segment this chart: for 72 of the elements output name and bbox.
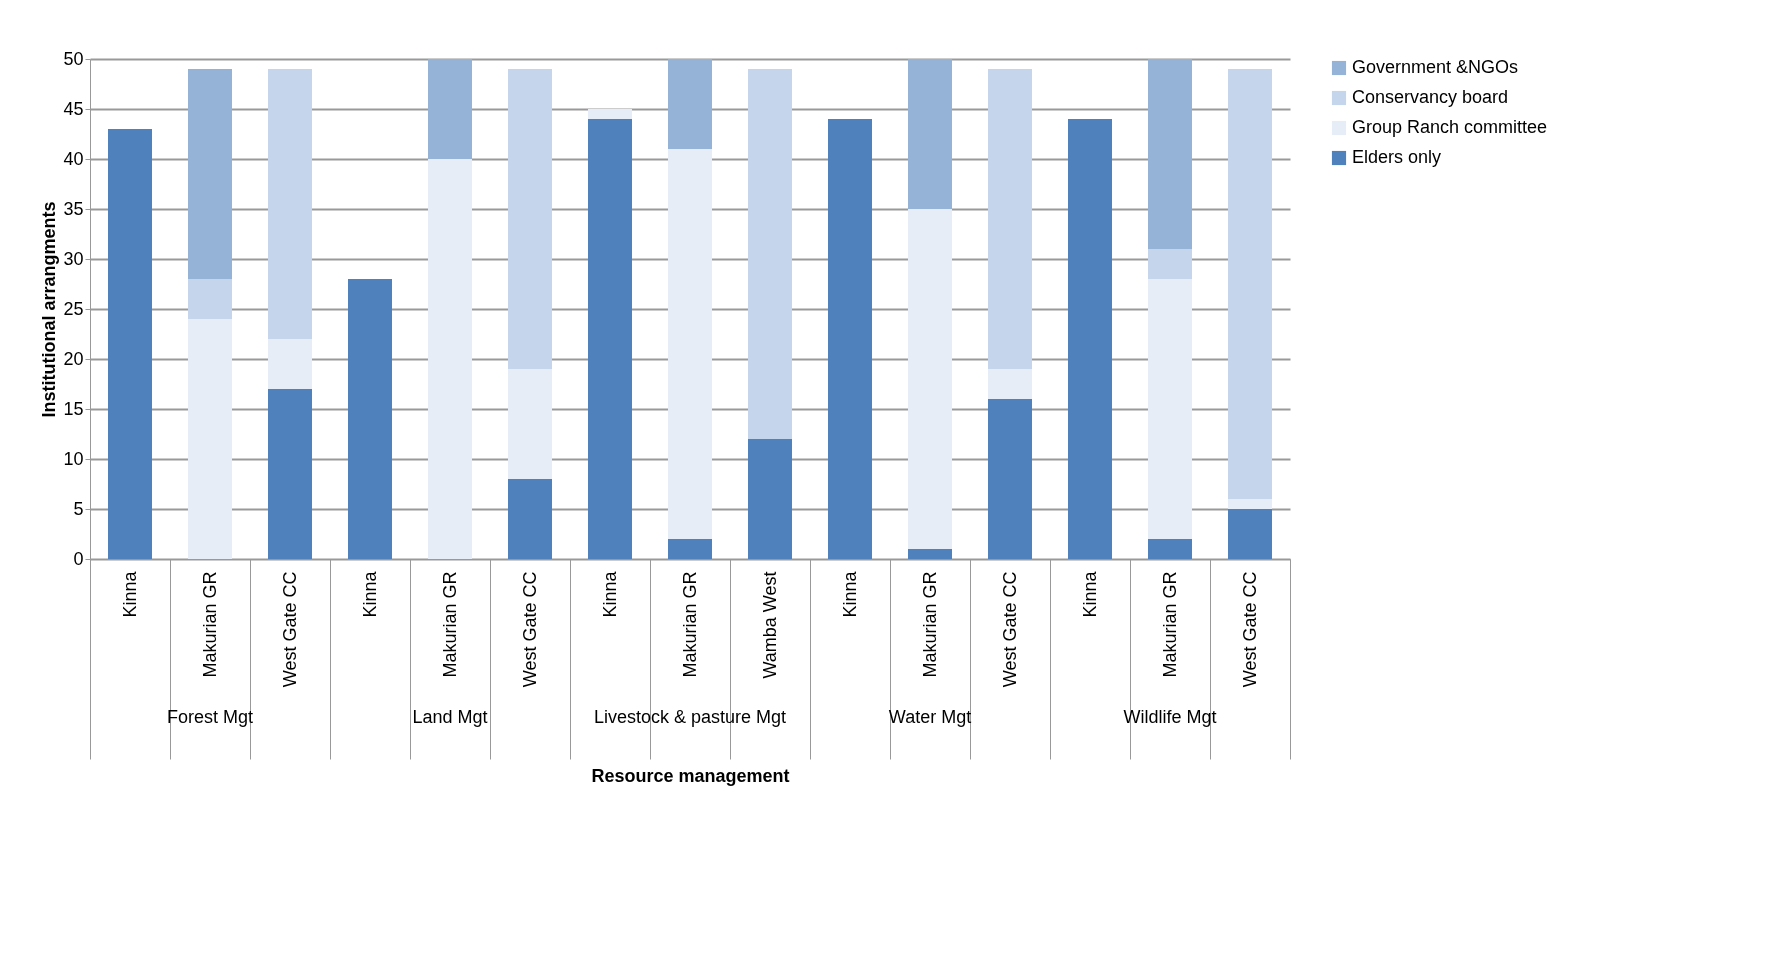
y-tick-label: 50 (63, 48, 84, 69)
bar (1228, 509, 1272, 559)
bar (508, 479, 552, 559)
legend-label: Elders only (1352, 147, 1442, 167)
bar (108, 129, 152, 559)
x-tick-label: West Gate CC (519, 571, 540, 688)
legend-label: Group Ranch committee (1352, 117, 1548, 137)
bar (188, 69, 232, 279)
bar (1068, 119, 1112, 559)
x-tick-label: West Gate CC (279, 571, 300, 688)
x-tick-label: Makurian GR (199, 571, 220, 678)
bar (428, 59, 472, 159)
bar (508, 69, 552, 369)
bar (268, 339, 312, 389)
y-tick-label: 10 (63, 448, 84, 469)
y-tick-label: 0 (73, 548, 84, 569)
x-tick-label: West Gate CC (999, 571, 1020, 688)
bar (988, 369, 1032, 399)
bar (1228, 69, 1272, 499)
bar (908, 209, 952, 549)
bar (668, 59, 712, 149)
legend-label: Government &NGOs (1352, 57, 1519, 77)
y-tick-label: 30 (63, 248, 84, 269)
bar (588, 119, 632, 559)
text: Forest Mgt (166, 707, 254, 727)
y-tick-label: 25 (63, 298, 84, 319)
bar (1148, 279, 1192, 539)
x-tick-label: Wamba West (759, 571, 780, 679)
y-tick-label: 40 (63, 148, 84, 169)
text: Water Mgt (888, 707, 972, 727)
bar (1228, 499, 1272, 509)
x-tick-label: Kinna (359, 570, 380, 618)
bar (668, 149, 712, 539)
x-axis-title: Resource management (591, 765, 790, 786)
bar (1148, 539, 1192, 559)
y-tick-label: 15 (63, 398, 84, 419)
bar (188, 279, 232, 319)
bar (268, 389, 312, 559)
x-tick-label: Kinna (839, 570, 860, 618)
x-tick-label: Kinna (1079, 570, 1100, 618)
bar (1148, 249, 1192, 279)
text: Wildlife Mgt (1123, 707, 1217, 727)
bar (268, 69, 312, 339)
bar (908, 59, 952, 209)
y-tick-label: 5 (73, 498, 84, 519)
bar (828, 119, 872, 559)
text: Land Mgt (412, 707, 488, 727)
x-tick-label: Kinna (119, 570, 140, 618)
bar (188, 319, 232, 559)
y-axis-title: Institutional arrangments (39, 201, 60, 418)
x-tick-label: West Gate CC (1239, 571, 1260, 688)
bar (748, 69, 792, 439)
bar (668, 539, 712, 559)
bar (508, 369, 552, 479)
bar (988, 69, 1032, 369)
x-tick-label: Makurian GR (1159, 571, 1180, 678)
bar (748, 439, 792, 559)
bar (348, 279, 392, 559)
text: Livestock & pasture Mgt (593, 707, 787, 727)
x-tick-label: Makurian GR (439, 571, 460, 678)
bar (588, 109, 632, 119)
x-tick-label: Makurian GR (919, 571, 940, 678)
bar (988, 399, 1032, 559)
bar (1148, 59, 1192, 249)
x-tick-label: Makurian GR (679, 571, 700, 678)
y-tick-label: 20 (63, 348, 84, 369)
x-tick-label: Kinna (599, 570, 620, 618)
bar (428, 159, 472, 559)
y-tick-label: 35 (63, 198, 84, 219)
legend-label: Conservancy board (1352, 87, 1509, 107)
y-tick-label: 45 (63, 98, 84, 119)
bar (908, 549, 952, 559)
